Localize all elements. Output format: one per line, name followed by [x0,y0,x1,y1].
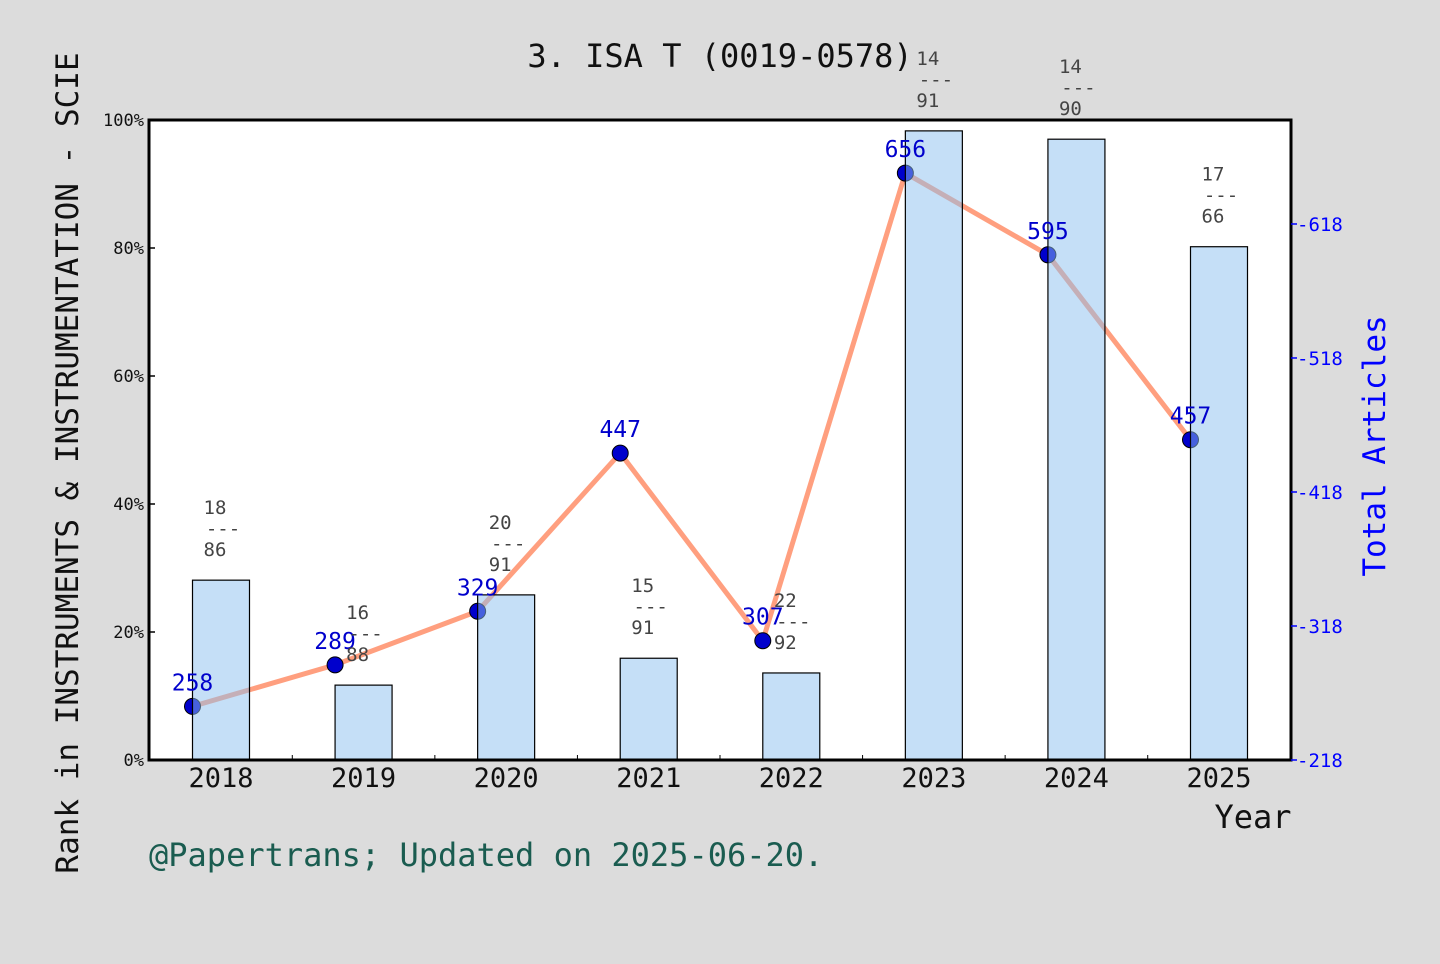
rank-label-2023: 14 [916,48,939,70]
article-label-2019: 289 [314,629,356,655]
x-tick-label-2022: 2022 [759,763,824,794]
y-right-tick-label: -618 [1297,214,1343,236]
x-tick-label-2024: 2024 [1044,763,1109,794]
bar-2022 [762,672,821,761]
rank-label-2018: 18 [204,497,227,519]
y-left-tick-label: 100% [103,111,144,131]
rank-label-2022: 22 [774,590,797,612]
rank-total-label-2025: 66 [1202,206,1225,228]
article-label-2025: 457 [1170,404,1212,430]
bar-2023 [904,130,963,761]
article-label-2023: 656 [885,137,927,163]
rank-total-label-2024: 90 [1059,98,1082,120]
rank-label-2020: 20 [489,512,512,534]
x-tick-label-2021: 2021 [616,763,681,794]
x-tick-label-2025: 2025 [1186,763,1251,794]
y-left-tick-label: 80% [113,239,144,259]
bar-2025 [1189,246,1249,761]
y-left-tick-label: 60% [113,367,144,387]
bar-2020 [477,594,536,761]
rank-fraction-bar-2018: --- [206,518,240,540]
rank-fraction-bar-2023: --- [919,69,953,91]
rank-total-label-2018: 86 [204,539,227,561]
rank-total-label-2023: 91 [916,90,939,112]
rank-label-2025: 17 [1202,164,1225,186]
y-left-tick-label: 0% [124,751,144,771]
article-label-2024: 595 [1027,219,1069,245]
article-point-2021 [611,444,629,462]
x-tick-label-2020: 2020 [474,763,539,794]
bar-2019 [334,684,393,761]
article-label-2020: 329 [457,575,499,601]
y-right-tick-label: -318 [1297,616,1343,638]
plot-area [149,120,1291,760]
x-tick-label-2023: 2023 [901,763,966,794]
x-tick-label-2019: 2019 [331,763,396,794]
y-right-tick-label: -218 [1297,750,1343,772]
bar-2021 [619,657,678,761]
article-label-2022: 307 [742,605,784,631]
y-axis-right-label: Total Articles [1357,315,1393,576]
articles-line [191,169,1193,709]
rank-total-label-2022: 92 [774,632,797,654]
rank-fraction-bar-2021: --- [634,596,668,618]
rank-total-label-2021: 91 [631,617,654,639]
rank-fraction-bar-2024: --- [1061,77,1095,99]
article-point-2022 [754,632,772,650]
x-tick-label-2018: 2018 [188,763,253,794]
y-axis-left-label: Rank in INSTRUMENTS & INSTRUMENTATION - … [50,52,86,873]
article-label-2018: 258 [172,670,214,696]
rank-total-label-2019: 88 [346,644,369,666]
rank-total-label-2020: 91 [489,554,512,576]
rank-fraction-bar-2022: --- [776,611,810,633]
x-axis-label: Year [1214,798,1291,836]
rank-fraction-bar-2025: --- [1204,185,1238,207]
rank-label-2021: 15 [631,575,654,597]
chart-title: 3. ISA T (0019-0578) [527,37,912,75]
rank-fraction-bar-2019: --- [348,623,382,645]
article-label-2021: 447 [599,417,641,443]
y-right-tick-label: -518 [1297,348,1343,370]
footer-note: @Papertrans; Updated on 2025-06-20. [149,836,823,874]
y-left-tick-label: 20% [113,623,144,643]
article-point-2019 [326,656,344,674]
rank-fraction-bar-2020: --- [491,533,525,555]
y-left-tick-label: 40% [113,495,144,515]
rank-label-2019: 16 [346,602,369,624]
rank-label-2024: 14 [1059,56,1082,78]
y-right-tick-label: -418 [1297,482,1343,504]
